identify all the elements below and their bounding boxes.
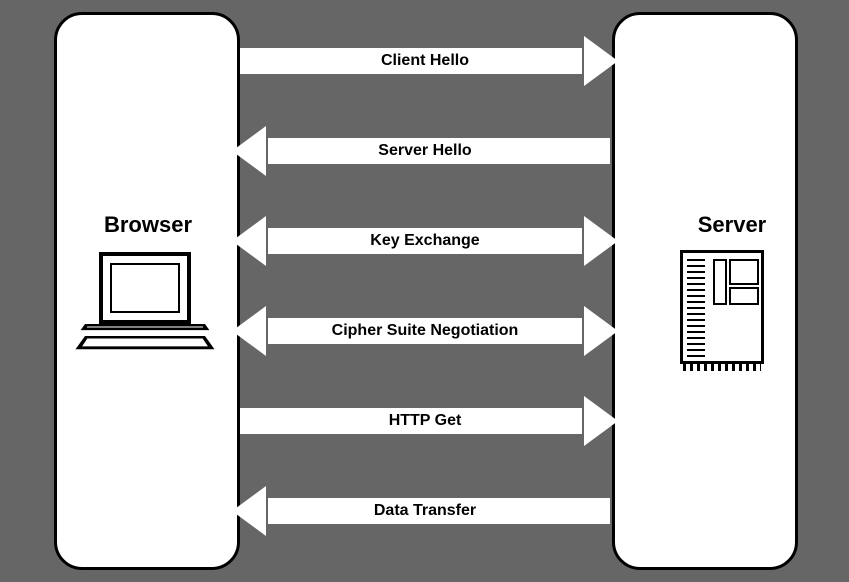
arrow-label: Cipher Suite Negotiation xyxy=(240,306,610,356)
arrow-label: Key Exchange xyxy=(240,216,610,266)
server-title: Server xyxy=(692,212,772,238)
arrow-1: Server Hello xyxy=(240,126,610,176)
arrow-label: Client Hello xyxy=(240,36,610,86)
server-rack-icon xyxy=(680,250,764,364)
arrow-label: HTTP Get xyxy=(240,396,610,446)
arrow-5: Data Transfer xyxy=(240,486,610,536)
arrow-0: Client Hello xyxy=(240,36,610,86)
arrow-label: Server Hello xyxy=(240,126,610,176)
laptop-icon xyxy=(85,252,205,372)
browser-title: Browser xyxy=(98,212,198,238)
arrow-4: HTTP Get xyxy=(240,396,610,446)
arrow-label: Data Transfer xyxy=(240,486,610,536)
arrow-3: Cipher Suite Negotiation xyxy=(240,306,610,356)
arrow-2: Key Exchange xyxy=(240,216,610,266)
